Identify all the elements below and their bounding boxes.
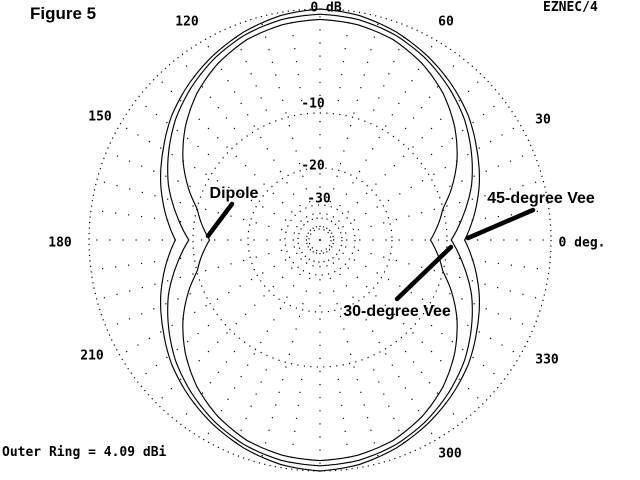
polar-grid-ring xyxy=(284,204,356,276)
polar-grid-spoke xyxy=(332,179,544,238)
scale-label-minus10: -10 xyxy=(301,96,325,112)
polar-grid-spoke xyxy=(337,14,351,102)
polar-grid-spoke xyxy=(449,152,530,187)
polar-grid-spoke xyxy=(373,30,408,111)
polar-grid-spoke xyxy=(330,123,521,235)
scale-label-0db: 0 dB xyxy=(310,0,342,16)
polar-grid-spoke xyxy=(232,30,267,111)
app-name-label: EZNEC/4 xyxy=(543,0,598,15)
angle-label-300: 300 xyxy=(438,446,462,462)
polar-grid-spoke xyxy=(96,179,308,238)
pattern-curve-45-degree-vee xyxy=(160,8,480,472)
polar-grid-spoke xyxy=(322,16,381,228)
pattern-curve-30-degree-vee xyxy=(167,13,473,467)
callout-45-degree-vee: 45-degree Vee xyxy=(487,190,595,207)
angle-label-210: 210 xyxy=(80,348,104,364)
polar-grid-spoke xyxy=(289,14,303,102)
polar-grid-spoke xyxy=(259,252,318,464)
polar-grid-spoke xyxy=(181,59,236,130)
polar-grid-spoke xyxy=(110,152,191,187)
callout-arrow-45-degree-vee xyxy=(465,207,536,241)
scale-label-minus30: -30 xyxy=(307,191,331,207)
polar-grid-spoke xyxy=(94,209,182,223)
callout-30-degree-vee: 30-degree Vee xyxy=(343,303,451,320)
polar-grid-spoke xyxy=(322,252,381,464)
angle-label-180: 180 xyxy=(48,235,72,251)
polar-grid-ring xyxy=(297,217,343,263)
polar-grid-ring xyxy=(192,112,448,368)
polar-grid-spoke xyxy=(96,242,308,301)
polar-grid-spoke xyxy=(404,59,459,130)
polar-grid-spoke xyxy=(94,257,182,271)
callout-arrow-30-degree-vee xyxy=(394,244,454,302)
polar-grid-ring xyxy=(88,8,552,472)
callout-arrow-dipole xyxy=(205,201,235,239)
angle-label-150: 150 xyxy=(88,109,112,125)
polar-grid-spoke xyxy=(110,293,191,328)
figure-title: Figure 5 xyxy=(30,4,97,23)
polar-grid-spoke xyxy=(181,350,236,421)
polar-grid-spoke xyxy=(337,378,351,466)
polar-grid-spoke xyxy=(119,123,310,235)
callout-dipole: Dipole xyxy=(209,185,259,202)
angle-label-330: 330 xyxy=(535,352,559,368)
angle-label-30: 30 xyxy=(535,112,551,128)
polar-grid-spoke xyxy=(203,250,315,441)
outer-ring-gain-label: Outer Ring = 4.09 dBi xyxy=(2,445,167,460)
angle-label-0deg: 0 deg. xyxy=(558,235,606,251)
polar-grid-spoke xyxy=(458,257,546,271)
polar-grid-ring xyxy=(247,167,393,313)
polar-grid-spoke xyxy=(373,369,408,450)
polar-grid-spoke xyxy=(325,39,437,230)
polar-grid-ring xyxy=(308,228,332,252)
polar-grid-spoke xyxy=(332,242,544,301)
angle-label-60: 60 xyxy=(438,14,454,30)
polar-grid-spoke xyxy=(330,245,521,357)
polar-grid-spoke xyxy=(232,369,267,450)
pattern-curve-dipole xyxy=(182,18,458,462)
polar-grid-spoke xyxy=(449,293,530,328)
angle-label-120: 120 xyxy=(175,14,199,30)
polar-grid-spoke xyxy=(404,350,459,421)
polar-grid-center-dot xyxy=(319,239,321,241)
polar-grid-spoke xyxy=(289,378,303,466)
polar-grid-spoke xyxy=(119,245,310,357)
scale-label-minus20: -20 xyxy=(301,158,325,174)
